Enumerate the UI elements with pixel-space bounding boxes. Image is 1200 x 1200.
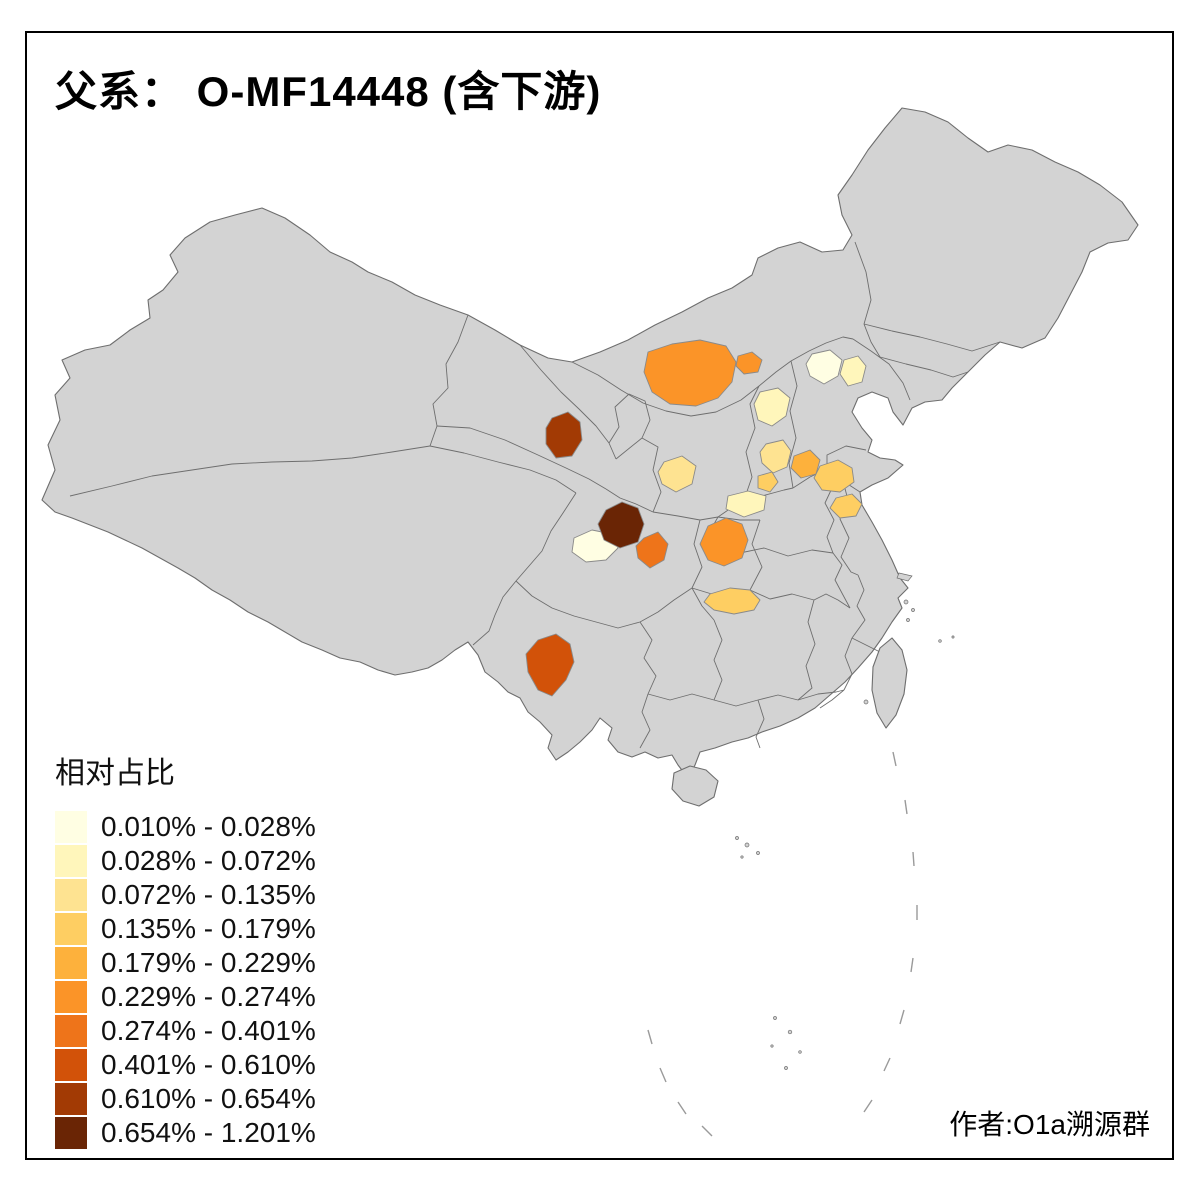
choropleth-region (657, 455, 697, 493)
legend-item: 0.274% - 0.401% (55, 1014, 316, 1048)
legend-label: 0.274% - 0.401% (101, 1015, 316, 1046)
legend-swatch (55, 845, 87, 877)
legend-label: 0.028% - 0.072% (101, 845, 316, 876)
legend-item: 0.072% - 0.135% (55, 878, 316, 912)
legend-swatch (55, 1049, 87, 1081)
legend-swatch (55, 913, 87, 945)
legend: 相对占比 0.010% - 0.028% 0.028% - 0.072% 0.072… (55, 748, 316, 1150)
china-mainland (41, 107, 1139, 779)
legend-label: 0.654% - 1.201% (101, 1117, 316, 1148)
legend-swatch (55, 1083, 87, 1115)
legend-item: 0.610% - 0.654% (55, 1082, 316, 1116)
choropleth-region (525, 633, 575, 697)
legend-item: 0.179% - 0.229% (55, 946, 316, 980)
legend-swatch (55, 811, 87, 843)
legend-items: 0.010% - 0.028% 0.028% - 0.072% 0.072% - 0… (55, 810, 316, 1150)
legend-item: 0.135% - 0.179% (55, 912, 316, 946)
highlighted-regions (525, 339, 867, 697)
map-title: 父系： O-MF14448 (含下游) (55, 68, 602, 115)
legend-item: 0.229% - 0.274% (55, 980, 316, 1014)
legend-label: 0.401% - 0.610% (101, 1049, 316, 1080)
legend-swatch (55, 879, 87, 911)
choropleth-region (829, 493, 863, 519)
legend-swatch (55, 947, 87, 979)
small-islands (647, 572, 955, 1137)
legend-swatch (55, 981, 87, 1013)
legend-item: 0.654% - 1.201% (55, 1116, 316, 1150)
legend-swatch (55, 1117, 87, 1149)
legend-label: 0.010% - 0.028% (101, 811, 316, 842)
choropleth-region (839, 355, 867, 387)
legend-item: 0.028% - 0.072% (55, 844, 316, 878)
choropleth-region (813, 459, 855, 493)
legend-label: 0.179% - 0.229% (101, 947, 316, 978)
legend-item: 0.401% - 0.610% (55, 1048, 316, 1082)
choropleth-region (545, 411, 583, 459)
choropleth-region (757, 471, 779, 493)
choropleth-region (759, 439, 792, 474)
choropleth-region (643, 339, 737, 407)
choropleth-region (699, 517, 749, 567)
hainan-island (671, 765, 719, 807)
legend-label: 0.229% - 0.274% (101, 981, 316, 1012)
taiwan-island (871, 637, 908, 729)
legend-item: 0.010% - 0.028% (55, 810, 316, 844)
attribution: 作者:O1a溯源群 (949, 1109, 1150, 1140)
legend-label: 0.135% - 0.179% (101, 913, 316, 944)
plot-border (25, 31, 1174, 1160)
legend-label: 0.610% - 0.654% (101, 1083, 316, 1114)
choropleth-region (703, 587, 761, 615)
choropleth-region (735, 351, 763, 375)
choropleth-region (725, 490, 767, 518)
choropleth-region (805, 349, 843, 385)
legend-title: 相对占比 (55, 757, 175, 790)
choropleth-region (753, 387, 791, 427)
choropleth-region (635, 531, 669, 569)
legend-label: 0.072% - 0.135% (101, 879, 316, 910)
legend-swatch (55, 1015, 87, 1047)
choropleth-region (597, 501, 645, 549)
